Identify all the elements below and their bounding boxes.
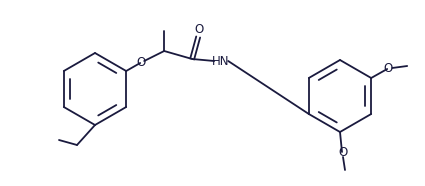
- Text: O: O: [338, 145, 348, 158]
- Text: O: O: [383, 62, 393, 75]
- Text: O: O: [136, 55, 146, 68]
- Text: O: O: [195, 23, 204, 36]
- Text: HN: HN: [211, 54, 229, 68]
